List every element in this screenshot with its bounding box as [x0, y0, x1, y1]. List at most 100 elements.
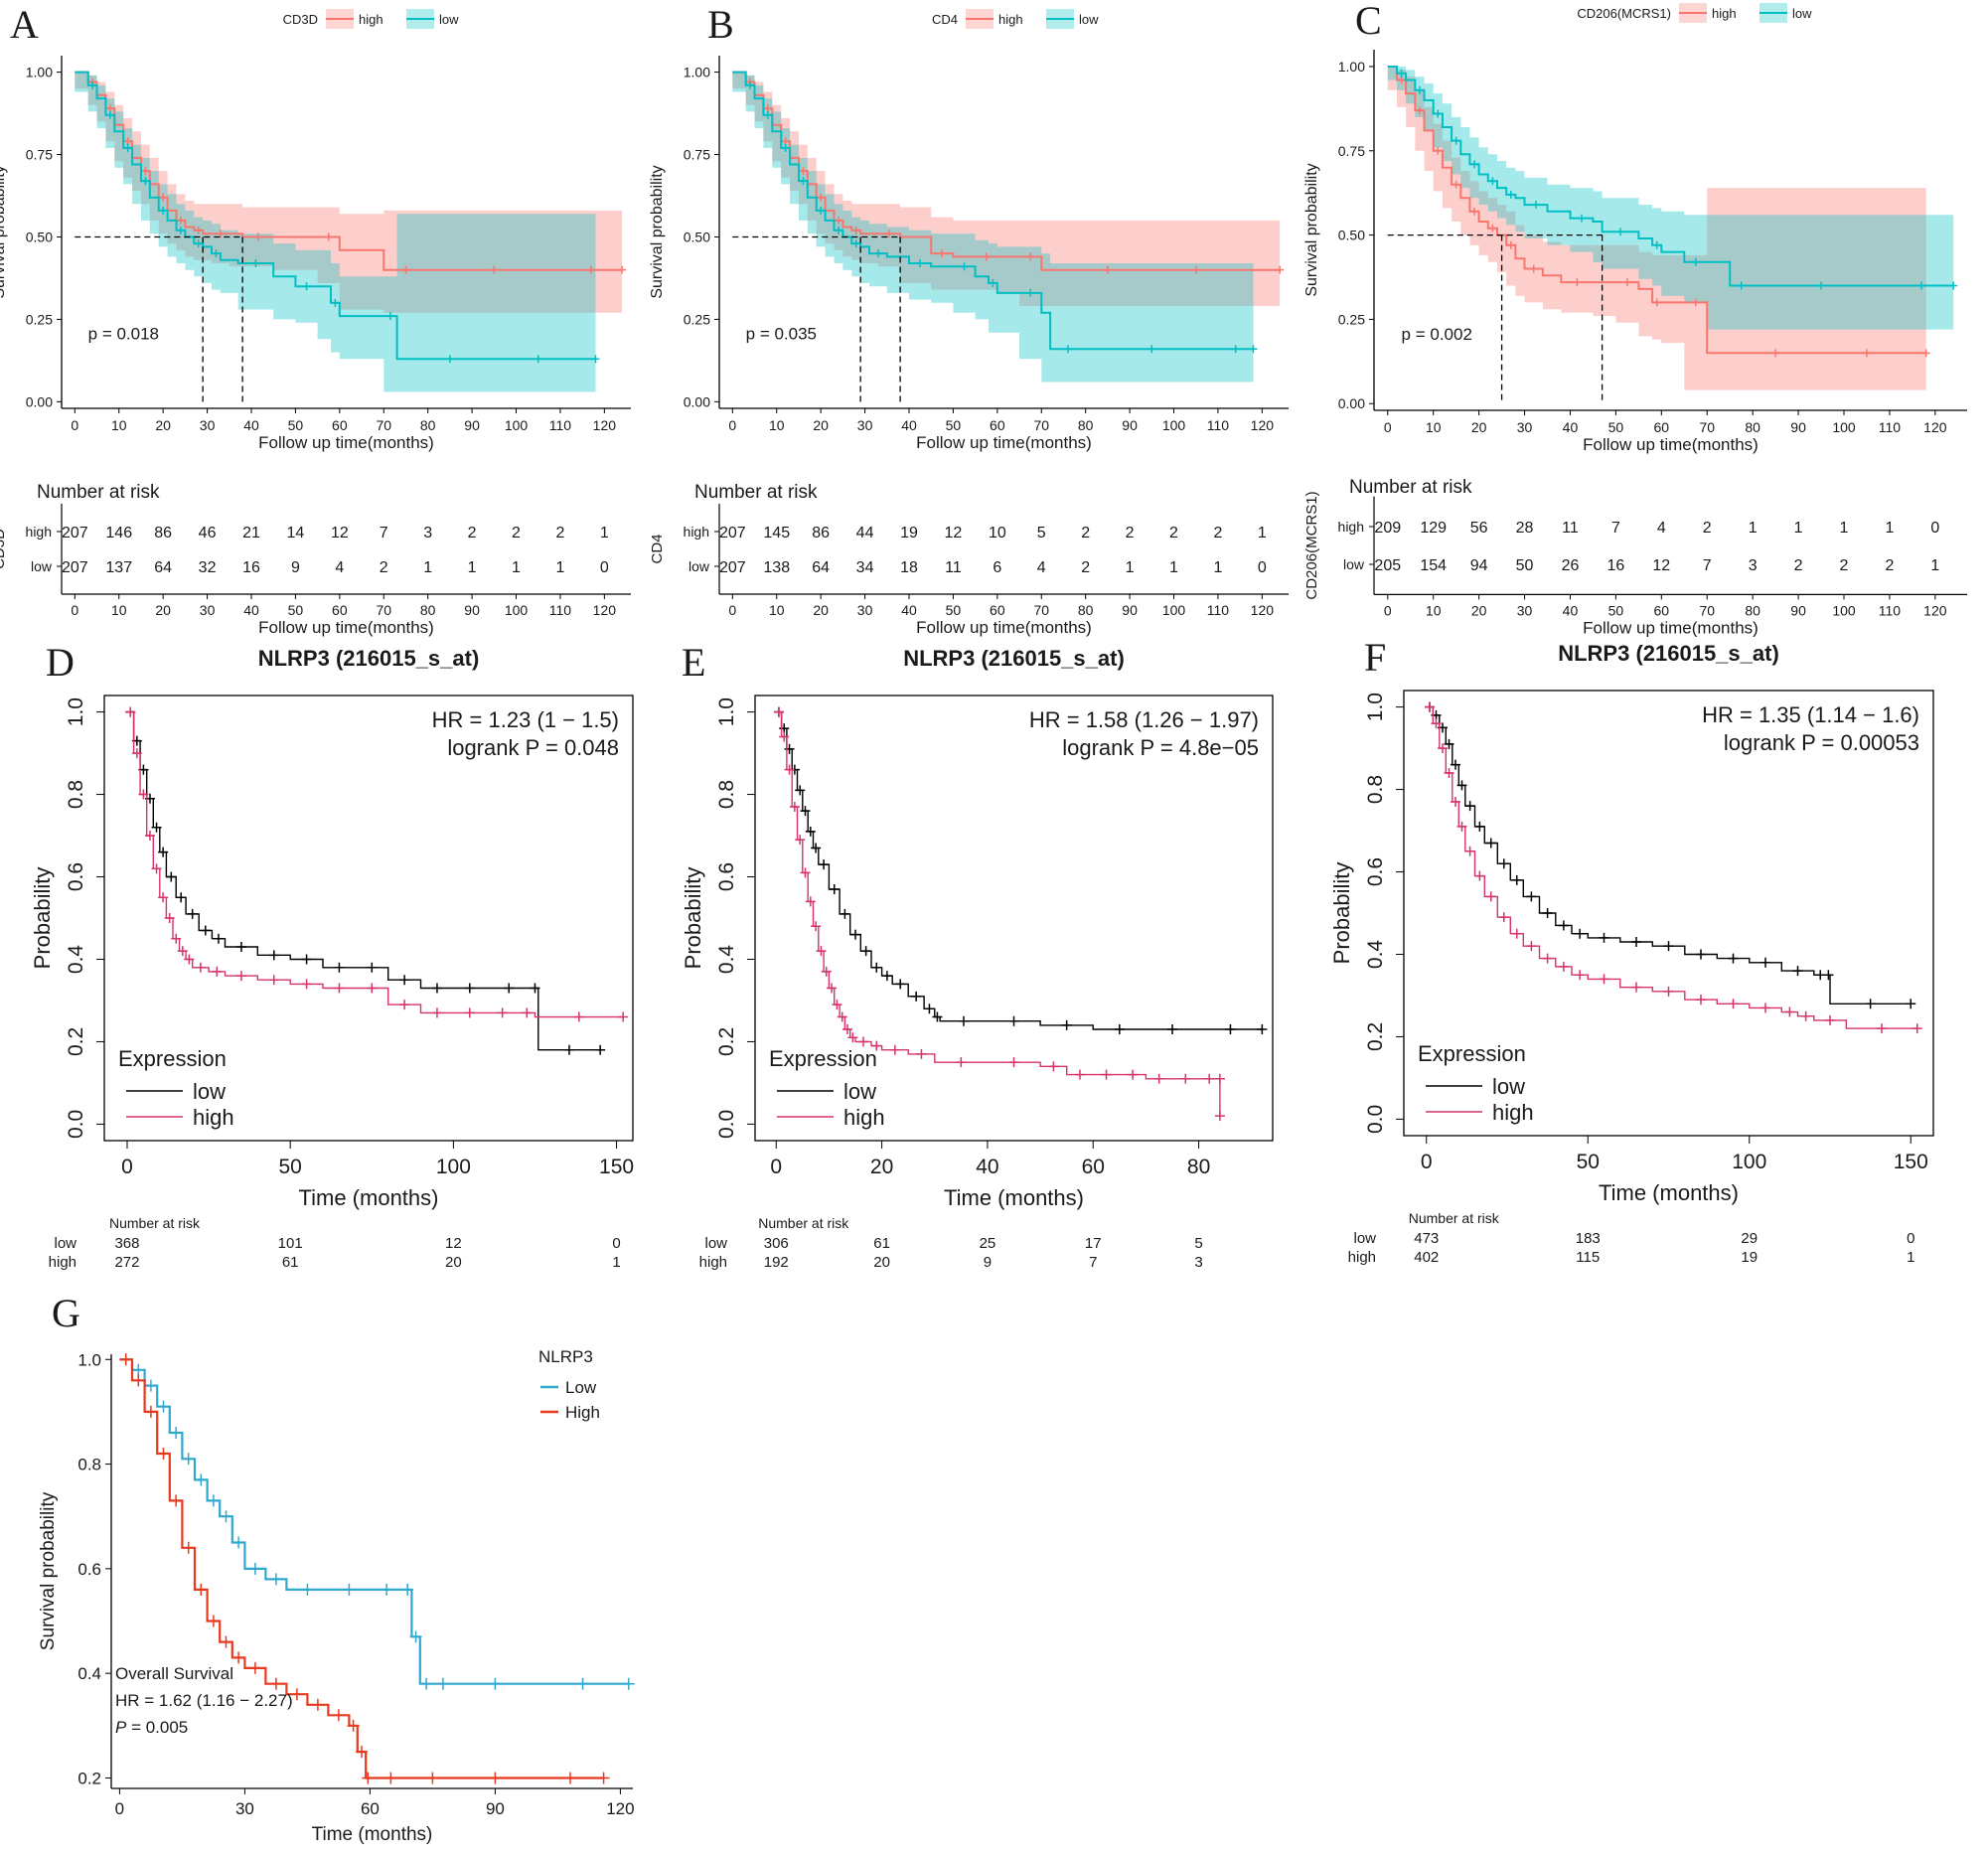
risk-x-tick-label: 0 [728, 602, 736, 618]
x-tick-label: 90 [486, 1799, 505, 1818]
risk-count-low: 306 [764, 1235, 789, 1252]
plot-frame [103, 695, 634, 1142]
risk-count-low: 17 [1085, 1235, 1102, 1252]
censor-mark-high [1862, 349, 1871, 358]
censor-mark-low [235, 942, 246, 953]
censor-mark-low [1663, 941, 1674, 952]
censor-mark-low [1906, 999, 1916, 1009]
censor-mark-high [1575, 970, 1586, 981]
censor-mark-low [1615, 228, 1624, 236]
y-axis-title: Survival probability [0, 165, 8, 298]
risk-count-high: 1 [1749, 520, 1758, 537]
censor-mark-High [290, 1688, 303, 1701]
censor-mark-high [195, 962, 206, 973]
x-tick-label: 50 [1577, 1151, 1600, 1173]
censor-mark-low [834, 226, 842, 234]
censor-mark-low [851, 239, 860, 248]
x-tick-label: 0 [728, 417, 736, 433]
risk-count-low: 64 [154, 559, 172, 576]
risk-row-label-low: low [1353, 1230, 1376, 1247]
censor-mark-high [1825, 1014, 1835, 1025]
censor-mark-Low [301, 1583, 314, 1596]
censor-mark-Low [232, 1536, 245, 1549]
censor-mark-high [789, 802, 800, 812]
risk-table-title: Number at risk [37, 482, 160, 503]
censor-mark-high [1498, 912, 1509, 923]
y-tick-label: 0.25 [26, 311, 53, 327]
x-tick-label: 80 [1078, 417, 1094, 433]
y-axis-title: Survival probability [649, 165, 666, 298]
censor-mark-high [1434, 146, 1443, 155]
risk-count-high: 14 [287, 525, 305, 541]
censor-mark-high [324, 232, 333, 241]
censor-mark-High [347, 1719, 360, 1732]
censor-mark-low [105, 110, 114, 119]
risk-x-tick-label: 50 [1608, 602, 1624, 618]
plot-title: NLRP3 (216015_s_at) [1558, 641, 1779, 666]
ci-band-high [1387, 67, 1926, 390]
censor-mark-low [873, 249, 882, 258]
y-tick-label: 0.6 [77, 1560, 101, 1579]
x-axis-title: Time (months) [944, 1185, 1084, 1210]
censor-mark-high [1760, 1003, 1770, 1013]
risk-count-high: 10 [989, 525, 1006, 541]
censor-mark-low [464, 983, 475, 994]
x-tick-label: 70 [1699, 419, 1715, 435]
legend-label-high: high [843, 1105, 885, 1130]
censor-mark-high [1153, 1073, 1164, 1084]
censor-mark-high [1474, 870, 1485, 881]
risk-table: Number at risk high low 209 205 129 154 56 94 28 5… [1303, 477, 1967, 637]
censor-mark-Low [182, 1453, 195, 1466]
y-axis-title: Survival probability [38, 1491, 59, 1650]
risk-count-low: 2 [1794, 557, 1803, 574]
censor-mark-High [362, 1772, 375, 1784]
annotation-hr: HR = 1.62 (1.16 − 2.27) [115, 1691, 293, 1710]
risk-count-low: 1 [512, 559, 521, 576]
censor-mark-High [119, 1353, 132, 1366]
y-tick-label: 1.00 [684, 65, 710, 80]
censor-mark-high [1276, 265, 1285, 274]
risk-count-low: 2 [1081, 559, 1090, 576]
x-tick-label: 30 [857, 417, 873, 433]
y-tick-label: 1.00 [26, 65, 53, 80]
censor-mark-low [1456, 780, 1467, 791]
legend-label-low: low [193, 1079, 226, 1104]
censor-mark-high [851, 226, 860, 234]
risk-count-high: 2 [512, 525, 521, 541]
risk-x-tick-label: 60 [332, 602, 348, 618]
legend-label-high: high [359, 12, 383, 27]
censor-mark-high [431, 1007, 442, 1018]
legend-label-low: low [1079, 12, 1099, 27]
censor-mark-high [1663, 986, 1674, 997]
risk-row-label-high: high [684, 524, 709, 540]
censor-mark-low [1577, 214, 1586, 223]
x-tick-label: 110 [1207, 417, 1230, 433]
censor-mark-low [158, 847, 169, 857]
risk-count-low: 0 [600, 559, 609, 576]
censor-mark-high [1191, 265, 1200, 274]
censor-mark-low [1823, 970, 1834, 981]
x-tick-label: 20 [870, 1156, 893, 1178]
censor-mark-high [1573, 278, 1582, 287]
censor-mark-High [564, 1772, 576, 1784]
risk-count-low: 12 [1652, 557, 1670, 574]
risk-count-high: 2 [1081, 525, 1090, 541]
y-tick-label: 1.0 [715, 697, 738, 726]
risk-x-tick-label: 80 [1745, 602, 1760, 618]
censor-mark-High [170, 1494, 183, 1507]
risk-count-high: 12 [945, 525, 963, 541]
risk-row-label-high: high [49, 1254, 76, 1271]
legend-title: NLRP3 [538, 1347, 593, 1366]
risk-count-low: 138 [763, 559, 790, 576]
censor-mark-high [1048, 1061, 1059, 1072]
censor-mark-high [800, 867, 811, 878]
censor-mark-low [1488, 177, 1497, 186]
y-tick-label: 0.6 [1364, 857, 1387, 886]
censor-mark-low [1865, 999, 1876, 1009]
legend-label-high: high [1712, 6, 1737, 21]
censor-mark-low [176, 226, 185, 234]
censor-mark-high [982, 252, 991, 261]
censor-mark-high [1529, 264, 1538, 273]
x-tick-label: 100 [436, 1156, 471, 1178]
y-tick-label: 0.00 [26, 393, 53, 409]
